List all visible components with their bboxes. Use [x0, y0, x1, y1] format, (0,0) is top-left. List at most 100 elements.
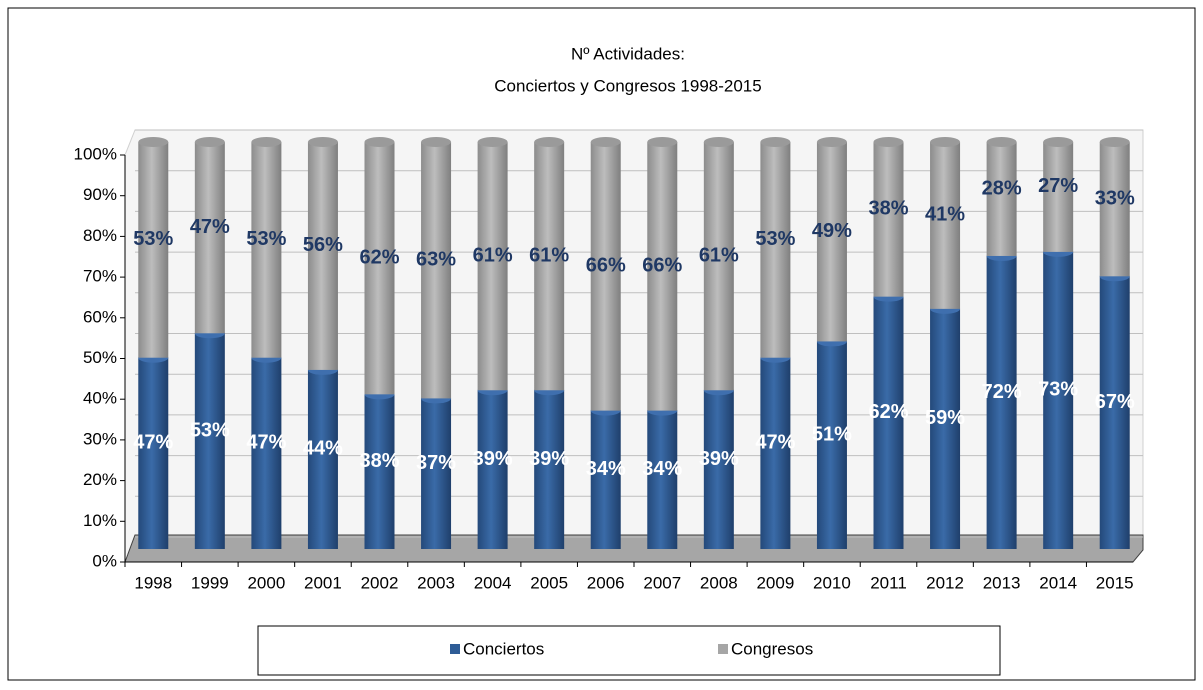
x-tick-label: 2001: [304, 573, 342, 592]
y-tick-label: 30%: [83, 429, 117, 448]
x-tick-label: 2002: [361, 573, 399, 592]
legend-box: [257, 625, 1001, 676]
bar-segment: [138, 142, 169, 358]
data-label: 49%: [812, 220, 852, 242]
chart-title: Conciertos y Congresos 1998-2015: [494, 76, 761, 95]
y-tick-label: 100%: [74, 144, 117, 163]
data-label: 53%: [133, 228, 173, 250]
y-tick-label: 40%: [83, 389, 117, 408]
legend-label: Conciertos: [463, 639, 544, 658]
legend-swatch: [718, 644, 728, 654]
bar-segment: [930, 308, 961, 549]
bar-segment: [986, 255, 1017, 549]
bar-segment: [307, 142, 338, 370]
x-tick-label: 1998: [134, 573, 172, 592]
data-label: 61%: [529, 244, 569, 266]
data-label: 61%: [473, 244, 513, 266]
bar-segment-top: [590, 137, 621, 147]
data-label: 39%: [529, 448, 569, 470]
x-tick-label: 2005: [530, 573, 568, 592]
bar-segment: [816, 341, 847, 549]
bar-segment: [590, 142, 621, 411]
data-label: 38%: [359, 450, 399, 472]
bar-segment: [477, 390, 508, 549]
bar-segment: [930, 142, 961, 309]
x-tick-label: 2015: [1096, 573, 1134, 592]
data-label: 37%: [416, 452, 456, 474]
data-label: 53%: [755, 228, 795, 250]
data-label: 34%: [642, 458, 682, 480]
bar-segment-top: [873, 137, 904, 147]
data-label: 66%: [642, 255, 682, 277]
y-tick-label: 90%: [83, 185, 117, 204]
y-tick-label: 20%: [83, 470, 117, 489]
bar-segment-top: [477, 137, 508, 147]
data-label: 67%: [1095, 391, 1135, 413]
data-label: 28%: [982, 177, 1022, 199]
data-label: 47%: [755, 432, 795, 454]
x-tick-label: 2012: [926, 573, 964, 592]
y-tick-label: 10%: [83, 511, 117, 530]
data-label: 56%: [303, 234, 343, 256]
data-label: 63%: [416, 248, 456, 270]
bar-segment: [421, 142, 452, 399]
legend-label: Congresos: [731, 639, 813, 658]
y-tick-label: 70%: [83, 267, 117, 286]
y-tick-label: 80%: [83, 226, 117, 245]
bar-segment-top: [364, 137, 395, 147]
data-label: 44%: [303, 438, 343, 460]
bar-segment: [307, 369, 338, 549]
x-tick-label: 2007: [643, 573, 681, 592]
bar-segment: [534, 390, 565, 549]
bar-segment: [421, 398, 452, 549]
bar-segment: [873, 142, 904, 297]
bar-segment: [194, 333, 225, 549]
bar-segment: [760, 357, 791, 549]
bar-segment: [534, 142, 565, 391]
bar-segment: [251, 357, 282, 549]
bar-segment: [760, 142, 791, 358]
x-tick-label: 2004: [474, 573, 512, 592]
data-label: 39%: [473, 448, 513, 470]
data-label: 27%: [1038, 175, 1078, 197]
x-tick-label: 2011: [870, 573, 907, 592]
bar-segment-top: [760, 137, 791, 147]
bar-segment: [138, 357, 169, 549]
x-tick-label: 2014: [1039, 573, 1077, 592]
bar-segment: [647, 410, 678, 549]
data-label: 61%: [699, 244, 739, 266]
data-label: 47%: [246, 432, 286, 454]
bar-segment-top: [647, 137, 678, 147]
data-label: 72%: [982, 381, 1022, 403]
chart-title: Nº Actividades:: [571, 44, 685, 63]
data-label: 47%: [190, 216, 230, 238]
x-tick-label: 2003: [417, 573, 455, 592]
bar-segment-top: [703, 137, 734, 147]
bar-segment-top: [251, 137, 282, 147]
bar-segment-top: [986, 137, 1017, 147]
bar-segment: [364, 142, 395, 395]
bar-segment: [873, 296, 904, 549]
x-tick-label: 1999: [191, 573, 229, 592]
data-label: 34%: [586, 458, 626, 480]
bar-segment: [703, 142, 734, 391]
y-tick-label: 50%: [83, 348, 117, 367]
bar-segment: [1043, 251, 1074, 549]
data-label: 73%: [1038, 379, 1078, 401]
bar-segment-top: [1043, 137, 1074, 147]
data-label: 59%: [925, 407, 965, 429]
bar-segment: [703, 390, 734, 549]
bar-segment-top: [816, 137, 847, 147]
bar-segment-top: [1099, 137, 1130, 147]
legend-swatch: [450, 644, 460, 654]
bar-segment: [1099, 142, 1130, 277]
bar-segment: [477, 142, 508, 391]
bar-segment-top: [534, 137, 565, 147]
data-label: 66%: [586, 255, 626, 277]
data-label: 53%: [246, 228, 286, 250]
data-label: 38%: [868, 198, 908, 220]
data-label: 53%: [190, 419, 230, 441]
bar-segment: [1099, 276, 1130, 549]
bar-segment: [1043, 142, 1074, 252]
